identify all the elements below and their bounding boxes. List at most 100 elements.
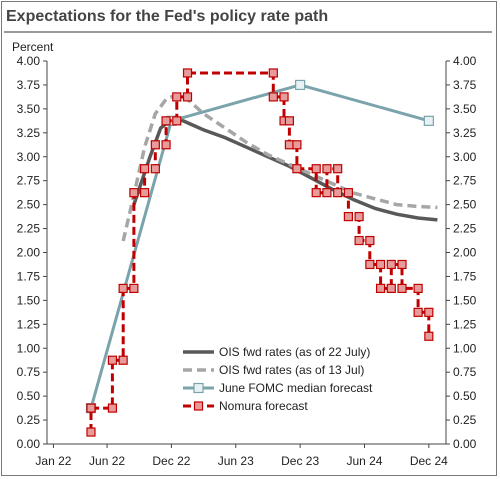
series-line-1	[132, 117, 438, 222]
series-layer	[85, 68, 438, 437]
series-marker-3	[423, 115, 434, 126]
series-marker-4	[284, 116, 295, 126]
y-tick-label-left: 3.50	[17, 102, 41, 116]
series-marker-4	[343, 188, 353, 198]
series-marker-3	[295, 79, 306, 91]
series-marker-4	[292, 140, 302, 150]
series-marker-4	[424, 331, 434, 341]
legend-marker-3	[193, 382, 204, 394]
series-marker-4	[129, 283, 139, 294]
y-tick-label-left: 0.50	[17, 389, 41, 403]
y-axis-label: Percent	[12, 40, 54, 54]
series-marker-4	[375, 283, 386, 294]
series-marker-4	[86, 427, 96, 437]
series-marker-4	[354, 211, 364, 222]
y-tick-label-right: 2.75	[453, 174, 477, 188]
series-marker-4	[172, 116, 182, 126]
y-tick-label-left: 2.50	[17, 198, 41, 212]
series-marker-4	[86, 403, 96, 413]
series-marker-4	[284, 140, 295, 150]
series-marker-4	[365, 235, 375, 246]
title-divider	[4, 31, 492, 33]
y-tick-label-left: 1.50	[17, 293, 41, 307]
y-tick-label-left: 0.75	[17, 365, 41, 379]
series-marker-4	[268, 92, 278, 102]
series-marker-4	[118, 355, 128, 365]
series-marker-4	[386, 283, 396, 294]
series-marker-4	[150, 164, 160, 174]
legend: OIS fwd rates (as of 22 July) OIS fwd rat…	[183, 345, 373, 413]
series-marker-4	[140, 164, 150, 174]
series-marker-4	[161, 140, 171, 150]
y-tick-label-right: 0.25	[453, 413, 477, 427]
series-marker-4	[375, 259, 386, 270]
y-tick-label-right: 2.50	[453, 198, 477, 212]
series-line-3	[89, 83, 430, 409]
series-marker-4	[413, 283, 423, 294]
series-marker-4	[397, 283, 407, 294]
series-marker-4	[268, 68, 278, 78]
series-marker-4	[292, 164, 302, 174]
y-tick-label-right: 1.75	[453, 269, 477, 283]
y-tick-label-left: 2.00	[17, 246, 41, 260]
y-tick-label-left: 0.25	[17, 413, 41, 427]
y-tick-label-right: 0.50	[453, 389, 477, 403]
y-tick-label-left: 1.00	[17, 341, 41, 355]
series-marker-4	[386, 259, 396, 270]
legend-label-3: June FOMC median forecast	[219, 381, 373, 395]
x-tick-label: Jun 24	[346, 454, 382, 468]
y-tick-label-right: 3.00	[453, 150, 477, 164]
series-marker-4	[343, 211, 353, 222]
series-marker-4	[413, 307, 423, 317]
y-tick-label-right: 1.25	[453, 317, 477, 331]
y-tick-label-right: 4.00	[453, 54, 477, 68]
legend-marker-4	[193, 401, 204, 411]
series-marker-4	[424, 307, 434, 317]
series-marker-4	[333, 164, 343, 174]
x-tick-label: Dec 24	[410, 454, 448, 468]
y-tick-label-left: 1.25	[17, 317, 41, 331]
series-marker-4	[311, 188, 321, 198]
series-marker-4	[182, 92, 193, 102]
y-tick-label-right: 3.50	[453, 102, 477, 116]
y-tick-label-left: 2.25	[17, 222, 41, 236]
series-marker-4	[365, 259, 375, 270]
y-tick-label-left: 2.75	[17, 174, 41, 188]
x-tick-label: Jan 22	[35, 454, 71, 468]
series-marker-4	[397, 259, 407, 270]
series-marker-4	[322, 188, 332, 198]
series-marker-4	[354, 235, 364, 246]
series-marker-4	[161, 116, 171, 126]
legend-label-1: OIS fwd rates (as of 22 July)	[219, 345, 370, 359]
y-tick-label-right: 2.00	[453, 246, 477, 260]
x-tick-label: Jun 22	[89, 454, 125, 468]
y-tick-label-left: 4.00	[17, 54, 41, 68]
y-tick-label-right: 0.00	[453, 437, 477, 451]
series-marker-4	[279, 92, 289, 102]
y-tick-label-right: 2.25	[453, 222, 477, 236]
series-marker-4	[107, 355, 118, 365]
y-tick-label-left: 0.00	[17, 437, 41, 451]
y-tick-label-left: 3.00	[17, 150, 41, 164]
axes: 0.00 0.00 0.25 0.25 0.50 0.50 0.75 0.75 1.00 1.00…	[17, 54, 477, 468]
series-marker-4	[182, 68, 193, 78]
y-tick-label-left: 3.75	[17, 78, 41, 92]
y-tick-label-right: 1.50	[453, 293, 477, 307]
x-tick-label: Dec 22	[152, 454, 190, 468]
y-tick-label-left: 1.75	[17, 269, 41, 283]
series-marker-4	[150, 140, 160, 150]
y-tick-label-left: 3.25	[17, 126, 41, 140]
series-marker-4	[172, 92, 182, 102]
series-marker-4	[140, 188, 150, 198]
series-marker-4	[129, 188, 139, 198]
series-marker-4	[322, 164, 332, 174]
series-marker-4	[118, 283, 128, 294]
x-tick-label: Jun 23	[218, 454, 254, 468]
y-tick-label-right: 0.75	[453, 365, 477, 379]
series-marker-4	[107, 403, 118, 413]
series-marker-4	[333, 188, 343, 198]
y-tick-label-right: 3.25	[453, 126, 477, 140]
y-tick-label-right: 3.75	[453, 78, 477, 92]
series-line-4	[89, 71, 431, 432]
